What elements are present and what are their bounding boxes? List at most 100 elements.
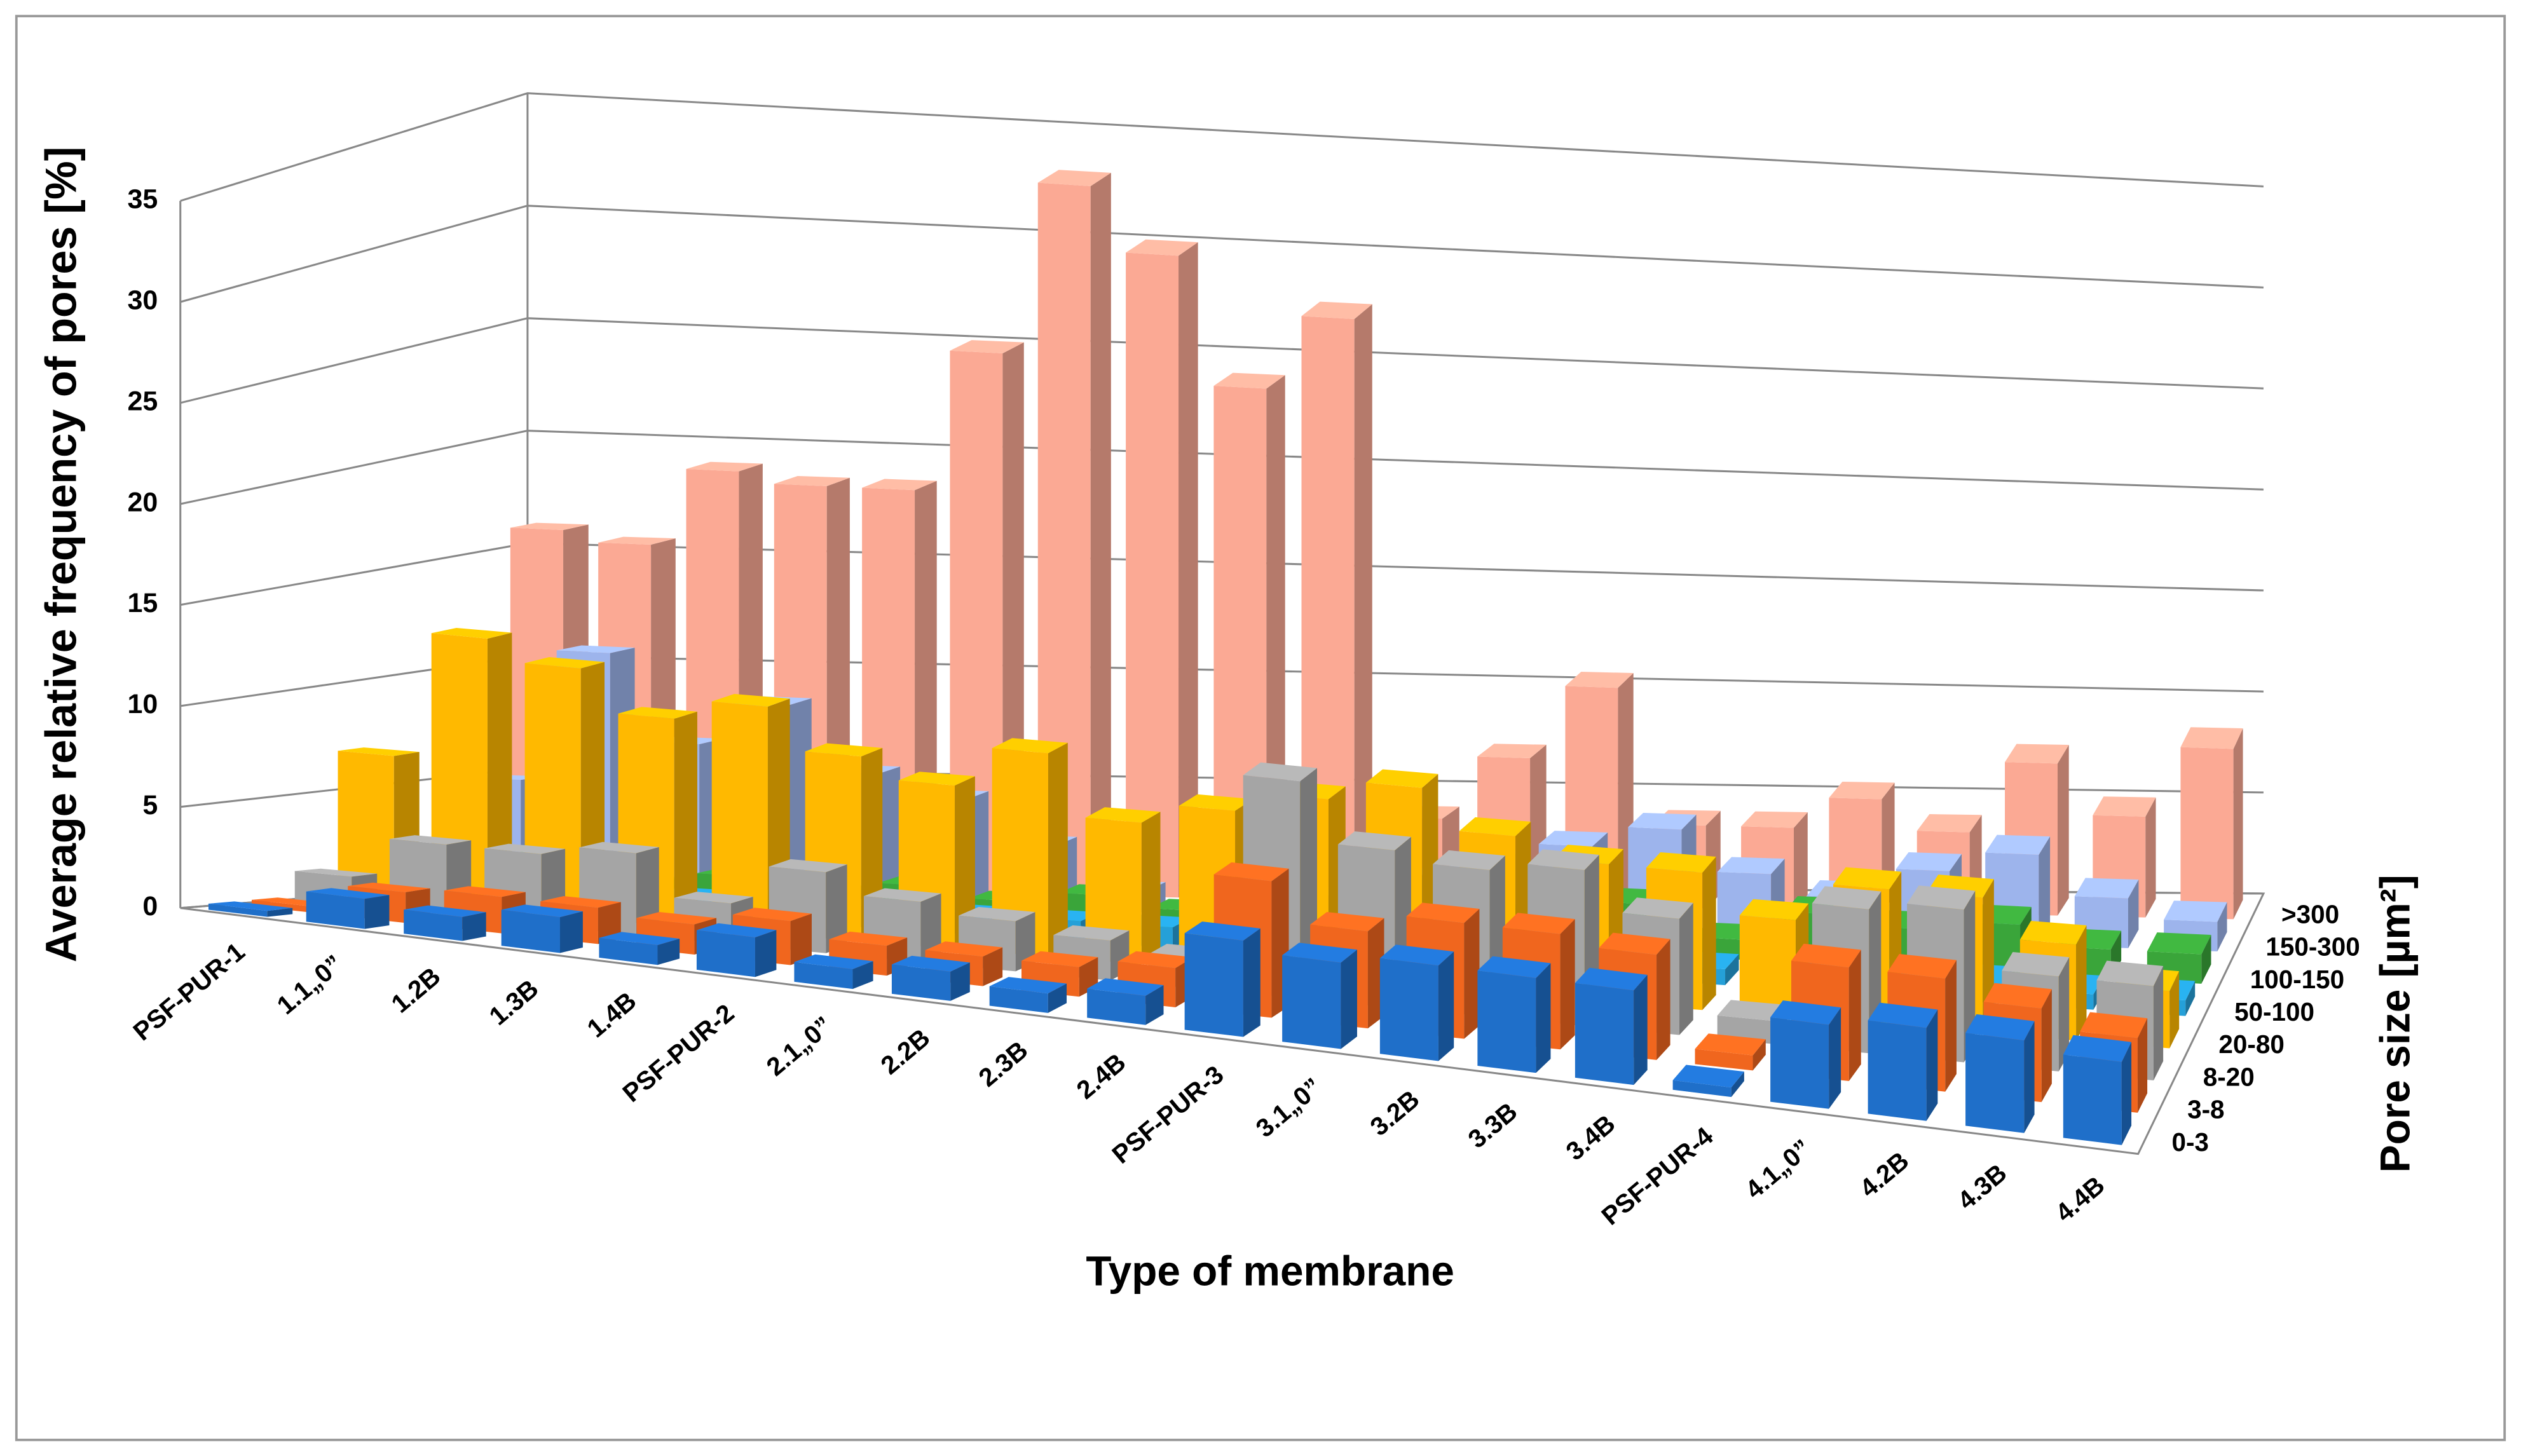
bar-side: [790, 913, 812, 965]
bar-side: [2169, 971, 2180, 1049]
bar-top: [338, 747, 420, 756]
bar-side: [955, 776, 975, 949]
legend-label: 0-3: [2171, 1127, 2208, 1157]
bar-top: [674, 892, 753, 904]
bar-side: [2128, 879, 2139, 948]
bar-side: [2145, 797, 2156, 918]
bar-front: [1770, 1017, 1829, 1109]
bar-side: [2233, 728, 2243, 920]
bar-top: [1243, 762, 1318, 782]
bar: [306, 888, 390, 929]
bar-top: [389, 835, 472, 845]
bar-top: [774, 476, 850, 486]
bar-top: [769, 859, 847, 873]
bar-top: [1812, 886, 1882, 909]
grid-line: [180, 92, 2264, 202]
bar-top: [540, 896, 621, 908]
bar-top: [711, 693, 790, 707]
bar-top: [2002, 952, 2070, 977]
legend-label: 20-80: [2218, 1030, 2284, 1059]
bar-top: [1337, 831, 1411, 850]
bar-side: [1560, 919, 1575, 1050]
bar: [794, 954, 873, 990]
bar-front: [1695, 1049, 1753, 1071]
bar-top: [1791, 943, 1861, 968]
bar-top: [2063, 1035, 2132, 1062]
bar-top: [2164, 901, 2227, 922]
bar-side: [1141, 812, 1161, 965]
y-tick-label: 30: [128, 285, 158, 315]
bar-top: [686, 461, 763, 472]
bar-top: [1739, 899, 1809, 920]
bar-front: [1301, 316, 1355, 901]
bar-top: [1021, 951, 1098, 967]
bar: [1477, 956, 1551, 1073]
bar-front: [1037, 182, 1091, 896]
bar: [208, 901, 293, 917]
y-tick-label: 15: [128, 588, 158, 618]
bar-top: [1085, 807, 1161, 823]
bar-side: [462, 912, 486, 941]
bar-top: [2147, 932, 2211, 955]
bar-top: [1565, 671, 1634, 688]
bar-side: [2041, 989, 2052, 1103]
bar: [989, 977, 1067, 1013]
bar-top: [1087, 978, 1164, 997]
bar-side: [1702, 857, 1716, 1010]
bar-side: [674, 711, 697, 927]
bar-top: [306, 888, 390, 899]
bar-top: [1538, 831, 1608, 847]
bar: [992, 738, 1068, 957]
bar-front: [1282, 955, 1341, 1049]
bar-top: [1527, 849, 1599, 871]
bar-side: [1536, 963, 1551, 1073]
bar-front: [251, 899, 310, 913]
bar-top: [618, 707, 697, 719]
bar-side: [1145, 985, 1164, 1025]
bar-side: [2024, 1021, 2035, 1133]
bar-top: [1770, 1000, 1841, 1025]
bar-top: [598, 536, 676, 545]
bar-side: [755, 930, 777, 977]
bar-side: [1438, 951, 1454, 1061]
bar-side: [983, 947, 1003, 986]
bar-side: [950, 962, 970, 1001]
bar-top: [1179, 794, 1254, 811]
legend-label: >300: [2281, 899, 2339, 929]
bar: [1770, 1000, 1841, 1109]
legend-label: 150-300: [2265, 932, 2360, 962]
bar-side: [487, 632, 512, 911]
bar-top: [1213, 372, 1285, 389]
bar: [696, 923, 777, 977]
bar-front: [794, 962, 853, 990]
bar-top: [404, 905, 486, 917]
bar-top: [599, 932, 680, 946]
legend-label: 50-100: [2234, 997, 2314, 1026]
bar-side: [852, 961, 873, 990]
bar-front: [1477, 970, 1536, 1073]
bar-side: [364, 895, 390, 929]
bar-side: [2058, 957, 2070, 1072]
bar-side: [1464, 908, 1480, 1039]
bar: [1672, 1065, 1744, 1098]
bar-top: [863, 888, 941, 902]
bar-front: [950, 350, 1003, 894]
bar-side: [636, 847, 659, 936]
bar-top: [989, 977, 1067, 994]
bar-top: [1868, 1002, 1938, 1028]
bar-side: [1794, 812, 1808, 911]
bar: [1085, 807, 1161, 965]
y-tick-label: 20: [128, 487, 158, 517]
y-tick-label: 25: [128, 386, 158, 416]
bar-top: [1672, 1065, 1744, 1088]
bar-top: [1717, 857, 1785, 874]
bar-side: [657, 939, 680, 965]
depth-axis-title: Pore size [µm²]: [2372, 874, 2419, 1173]
bar-top: [950, 340, 1024, 354]
bar-side: [1048, 742, 1068, 957]
bar-top: [294, 868, 378, 877]
bar-top: [925, 941, 1003, 957]
bar-top: [696, 923, 777, 937]
bar-front: [891, 964, 951, 1001]
bar-side: [2217, 902, 2227, 951]
